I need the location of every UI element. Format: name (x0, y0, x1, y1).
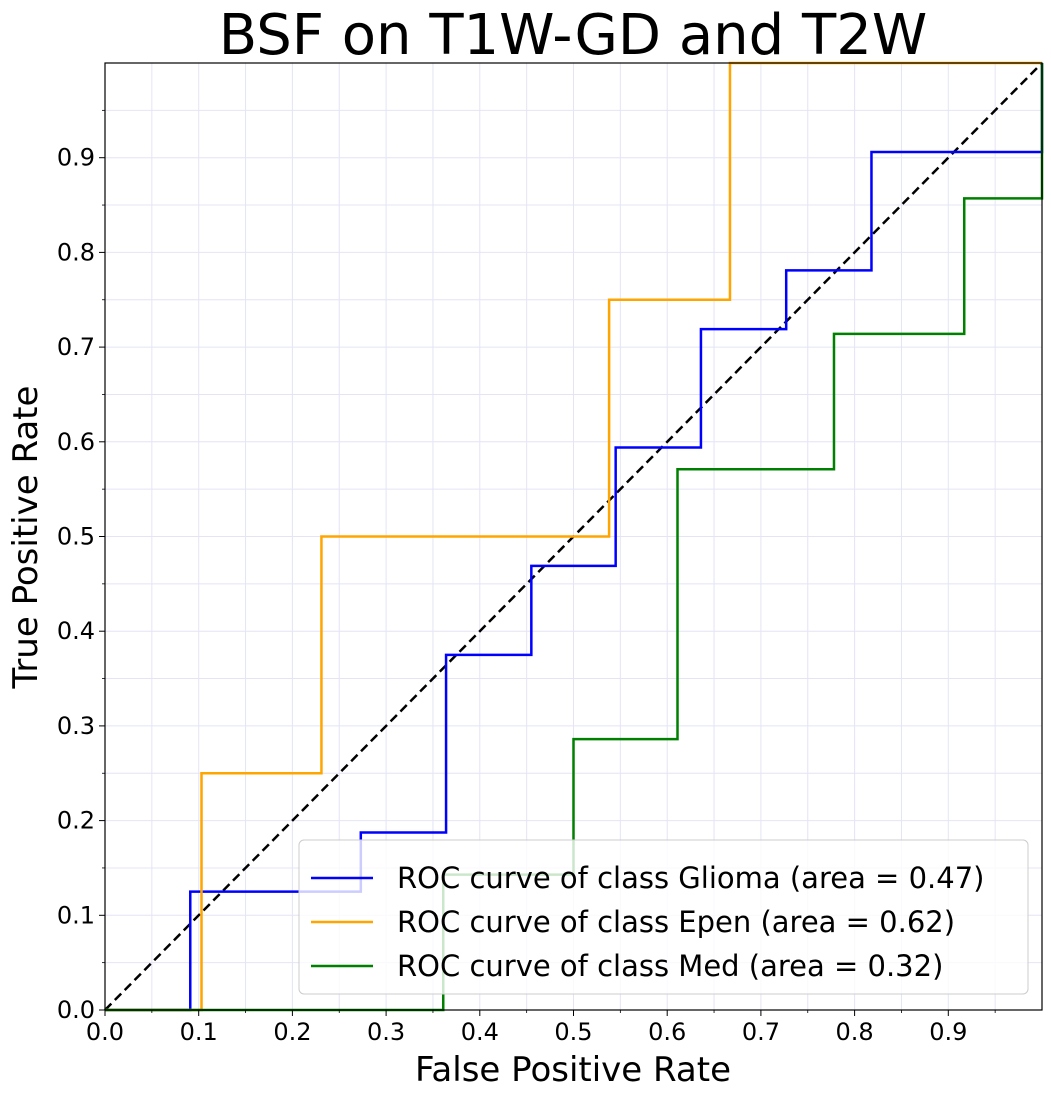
legend-label-1: ROC curve of class Epen (area = 0.62) (397, 905, 955, 939)
y-tick-label: 0.0 (57, 996, 95, 1024)
y-tick-label: 0.9 (57, 144, 95, 172)
y-tick-label: 0.1 (57, 901, 95, 929)
legend-label-0: ROC curve of class Glioma (area = 0.47) (397, 861, 984, 895)
x-tick-label: 0.2 (273, 1018, 311, 1046)
legend: ROC curve of class Glioma (area = 0.47) R… (298, 839, 1029, 995)
x-tick-label: 0.0 (86, 1018, 124, 1046)
tick-layer: 0.0 0.1 0.2 0.3 0.4 0.5 0.6 0.7 0.8 0.9 0.0 0.1 0.2 0… (57, 109, 996, 1046)
x-axis-label: False Positive Rate (415, 1050, 731, 1090)
y-tick-label: 0.8 (57, 238, 95, 266)
x-tick-label: 0.7 (742, 1018, 780, 1046)
y-tick-label: 0.2 (57, 807, 95, 835)
y-tick-label: 0.4 (57, 617, 95, 645)
y-tick-label: 0.5 (57, 523, 95, 551)
x-tick-label: 0.4 (461, 1018, 499, 1046)
y-axis-label: True Positive Rate (6, 386, 46, 690)
x-tick-label: 0.8 (836, 1018, 874, 1046)
series-line-1 (105, 61, 1042, 1012)
x-tick-label: 0.9 (929, 1018, 967, 1046)
chart-title: BSF on T1W-GD and T2W (219, 3, 927, 68)
y-tick-label: 0.6 (57, 428, 95, 456)
y-tick-label: 0.7 (57, 333, 95, 361)
x-tick-label: 0.5 (554, 1018, 592, 1046)
x-tick-label: 0.1 (180, 1018, 218, 1046)
y-tick-label: 0.3 (57, 712, 95, 740)
legend-box (298, 839, 1029, 995)
x-tick-label: 0.3 (367, 1018, 405, 1046)
legend-label-2: ROC curve of class Med (area = 0.32) (397, 949, 943, 983)
x-tick-label: 0.6 (648, 1018, 686, 1046)
